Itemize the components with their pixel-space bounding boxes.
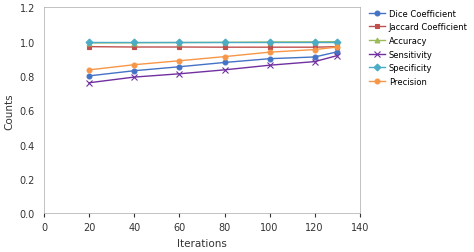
Dice Coefficient: [312, 56, 318, 59]
Precision: [131, 64, 137, 67]
Accuracy: [267, 41, 273, 44]
Specificity: [267, 41, 273, 44]
Dice Coefficient: [222, 62, 228, 65]
Specificity: [334, 41, 340, 44]
Specificity: [222, 41, 228, 44]
Line: Specificity: Specificity: [87, 40, 340, 45]
Precision: [267, 51, 273, 54]
Precision: [176, 60, 182, 63]
Sensitivity: [131, 76, 137, 79]
Accuracy: [131, 42, 137, 45]
Dice Coefficient: [334, 51, 340, 54]
Jaccard Coefficient: [312, 46, 318, 49]
Jaccard Coefficient: [86, 46, 92, 49]
Precision: [334, 46, 340, 49]
Accuracy: [312, 41, 318, 44]
Legend: Dice Coefficient, Jaccard Coefficient, Accuracy, Sensitivity, Specificity, Preci: Dice Coefficient, Jaccard Coefficient, A…: [367, 8, 469, 88]
Accuracy: [176, 42, 182, 45]
Sensitivity: [312, 61, 318, 64]
Dice Coefficient: [86, 75, 92, 78]
Dice Coefficient: [267, 58, 273, 61]
Precision: [222, 56, 228, 59]
Jaccard Coefficient: [334, 46, 340, 49]
Sensitivity: [222, 69, 228, 72]
Jaccard Coefficient: [267, 46, 273, 49]
Precision: [86, 69, 92, 72]
Accuracy: [222, 42, 228, 45]
Line: Accuracy: Accuracy: [87, 40, 340, 46]
Line: Jaccard Coefficient: Jaccard Coefficient: [87, 45, 340, 50]
X-axis label: Iterations: Iterations: [177, 238, 227, 248]
Y-axis label: Counts: Counts: [4, 92, 14, 129]
Jaccard Coefficient: [131, 46, 137, 49]
Sensitivity: [176, 73, 182, 76]
Line: Precision: Precision: [87, 45, 340, 73]
Jaccard Coefficient: [176, 46, 182, 49]
Accuracy: [86, 42, 92, 45]
Line: Sensitivity: Sensitivity: [86, 53, 340, 86]
Specificity: [86, 41, 92, 44]
Dice Coefficient: [131, 70, 137, 73]
Line: Dice Coefficient: Dice Coefficient: [87, 50, 340, 79]
Specificity: [131, 41, 137, 44]
Specificity: [312, 41, 318, 44]
Sensitivity: [267, 65, 273, 68]
Dice Coefficient: [176, 66, 182, 69]
Accuracy: [334, 41, 340, 44]
Specificity: [176, 41, 182, 44]
Jaccard Coefficient: [222, 46, 228, 49]
Precision: [312, 49, 318, 52]
Sensitivity: [334, 55, 340, 58]
Sensitivity: [86, 82, 92, 85]
